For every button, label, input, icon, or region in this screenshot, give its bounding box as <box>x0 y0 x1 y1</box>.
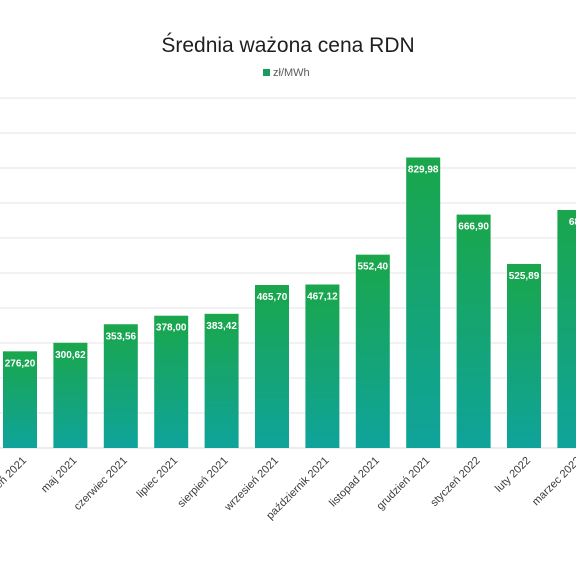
data-label: 383,42 <box>206 321 237 332</box>
bar <box>255 285 289 448</box>
bar <box>305 284 340 448</box>
bar <box>3 351 37 448</box>
bar <box>557 210 576 448</box>
x-tick-label: listopad 2021 <box>327 455 382 510</box>
legend: zł/MWh <box>263 67 310 79</box>
x-tick-label: marzec 2022 <box>530 455 576 508</box>
x-tick-label: grudzień 2021 <box>375 455 433 513</box>
data-label: 465,70 <box>257 292 288 303</box>
bar <box>103 324 138 448</box>
x-tick-label: maj 2021 <box>39 455 79 495</box>
x-tick-label: styczeń 2022 <box>428 455 482 509</box>
data-label: 525,89 <box>509 271 540 282</box>
x-tick-label: czerwiec 2021 <box>72 455 130 513</box>
data-label: 300,62 <box>55 350 86 361</box>
data-label: 467,12 <box>307 292 338 303</box>
x-tick-label: kwiecień 2021 <box>0 455 29 513</box>
bar <box>204 313 239 448</box>
data-label: 68 <box>569 217 576 228</box>
bars <box>3 157 576 448</box>
x-tick-label: sierpień 2021 <box>176 455 231 510</box>
x-tick-label: lipiec 2021 <box>135 455 181 501</box>
bar <box>507 263 541 448</box>
data-label: 552,40 <box>358 262 389 273</box>
data-label: 378,00 <box>156 323 187 334</box>
bar <box>456 214 491 448</box>
chart-title: Średnia ważona cena RDN <box>161 33 414 57</box>
legend-marker <box>263 69 270 76</box>
bar <box>406 157 441 448</box>
bar <box>355 254 390 448</box>
data-label: 666,90 <box>458 222 489 233</box>
legend-label: zł/MWh <box>273 67 310 79</box>
data-label: 353,56 <box>106 331 137 342</box>
bar <box>154 315 189 448</box>
bar <box>53 342 88 448</box>
data-label: 276,20 <box>5 358 36 369</box>
data-label: 829,98 <box>408 165 439 176</box>
data-labels: 276,20 300,62 353,56 378,00 383,42 465,70 467,… <box>5 165 576 370</box>
x-tick-label: luty 2022 <box>493 455 533 495</box>
